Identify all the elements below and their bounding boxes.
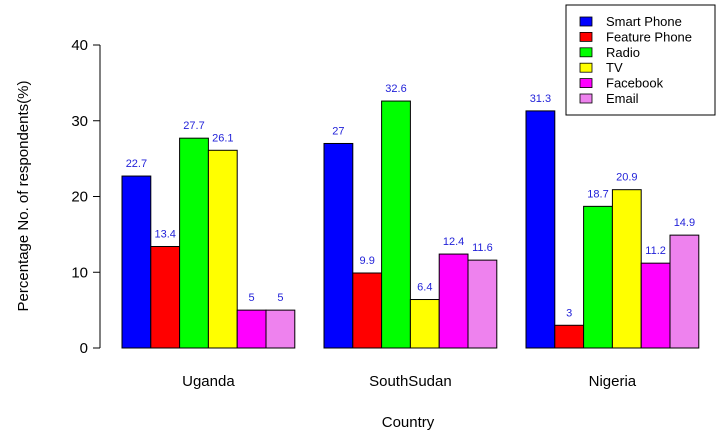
y-tick-label: 0: [80, 340, 88, 357]
data-label: 26.1: [212, 132, 233, 144]
legend-swatch: [579, 78, 593, 88]
data-label: 11.2: [645, 245, 666, 257]
legend-label: Facebook: [606, 76, 664, 91]
legend-swatch: [579, 93, 593, 104]
legend-label: Email: [606, 91, 639, 106]
legend-label: Feature Phone: [606, 29, 692, 44]
bar-nigeria-tv: [611, 189, 642, 349]
bar-uganda-feature-phone: [150, 245, 181, 349]
data-label: 31.3: [530, 93, 551, 105]
legend-label: Smart Phone: [606, 14, 682, 29]
legend-label: TV: [606, 60, 623, 75]
bar-uganda-facebook: [236, 309, 267, 349]
bar-southsudan-email: [467, 259, 498, 349]
bar-southsudan-facebook: [438, 253, 469, 349]
bar-nigeria-facebook: [640, 262, 671, 349]
category-labels: Uganda SouthSudan Nigeria: [182, 373, 637, 390]
x-tick-label: SouthSudan: [369, 373, 452, 390]
bar-southsudan-feature-phone: [352, 272, 383, 349]
data-label: 12.4: [443, 236, 464, 248]
bar-nigeria-email: [669, 234, 700, 349]
bar-southsudan-tv: [409, 299, 440, 349]
bar-southsudan-radio: [381, 100, 411, 349]
data-label: 32.6: [385, 83, 406, 95]
legend-swatch: [579, 32, 593, 42]
y-tick-label: 30: [71, 113, 88, 130]
data-label: 27.7: [183, 120, 204, 132]
data-label: 6.4: [417, 282, 432, 294]
bar-nigeria-smart-phone: [525, 110, 556, 349]
x-axis-title: Country: [382, 414, 435, 431]
bar-uganda-smart-phone: [121, 175, 152, 349]
bar-southsudan-smart-phone: [323, 142, 354, 349]
bar-uganda-radio: [179, 137, 209, 349]
data-label: 5: [277, 292, 283, 304]
bar-uganda-email: [265, 309, 296, 349]
data-label: 9.9: [360, 255, 375, 267]
y-tick-label: 10: [71, 264, 88, 281]
legend-swatch: [579, 47, 593, 58]
data-label: 27: [332, 125, 344, 137]
data-label: 5: [249, 292, 255, 304]
data-label: 18.7: [587, 188, 608, 200]
bar-nigeria-feature-phone: [554, 324, 585, 349]
y-tick-label: 40: [71, 37, 88, 54]
data-label: 11.6: [472, 242, 493, 254]
data-label: 22.7: [126, 158, 147, 170]
y-axis-title: Percentage No. of respondents(%): [15, 81, 32, 312]
data-label: 13.4: [154, 228, 175, 240]
data-label: 20.9: [616, 172, 637, 184]
bar-nigeria-radio: [583, 205, 613, 349]
legend-swatch: [579, 16, 593, 27]
y-tick-label: 20: [71, 189, 88, 206]
legend-label: Radio: [606, 45, 640, 60]
bars: 22.713.427.726.15 5279.932.66.412.411.631…: [121, 83, 700, 349]
x-tick-label: Nigeria: [589, 373, 637, 390]
y-axis: 0 10 20 30 40: [71, 37, 101, 357]
data-label: 3: [566, 307, 572, 319]
x-tick-label: Uganda: [182, 373, 235, 390]
legend-swatch: [579, 62, 593, 73]
bar-uganda-tv: [207, 149, 238, 349]
data-label: 14.9: [674, 217, 695, 229]
